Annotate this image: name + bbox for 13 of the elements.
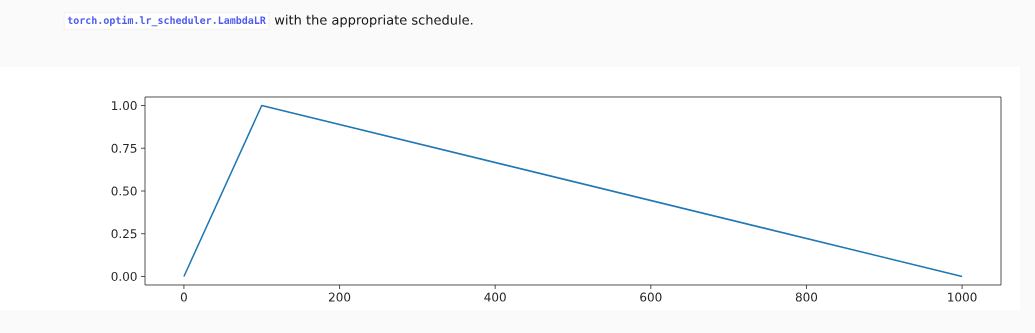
x-tick-label: 600 (640, 292, 662, 302)
y-tick-label: 1.00 (112, 101, 137, 111)
text: torch.optim.lr_scheduler.LambdaLR (67, 15, 266, 27)
x-tick-label: 400 (484, 292, 506, 302)
text: with the appropriate schedule. (274, 14, 473, 28)
x-tick-label: 200 (328, 292, 351, 302)
x-tick-label: 0 (180, 292, 187, 302)
x-tick-label: 1000 (948, 292, 977, 302)
y-tick-label: 0.75 (111, 143, 137, 153)
x-tick-label: 800 (795, 292, 818, 302)
y-tick-label: 0.50 (111, 186, 137, 196)
y-tick-label: 0.25 (111, 229, 137, 239)
y-tick-label: 0.00 (111, 271, 137, 281)
